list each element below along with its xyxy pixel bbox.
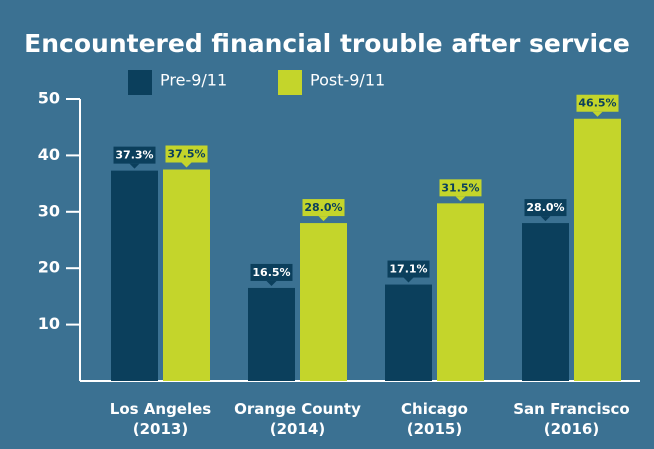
x-tick-label: San Francisco (2016) xyxy=(513,400,629,438)
legend-swatch xyxy=(128,70,152,95)
y-tick-label: 40 xyxy=(38,145,60,164)
x-tick-line: Los Angeles xyxy=(110,400,212,418)
value-label-pointer xyxy=(318,216,329,222)
value-label-pointer xyxy=(266,280,277,286)
value-label-pointer xyxy=(403,277,414,283)
value-label-box xyxy=(524,199,567,217)
value-label-pointer xyxy=(181,162,192,168)
x-tick-label: Los Angeles (2013) xyxy=(110,400,212,438)
bar xyxy=(248,287,295,381)
value-label: 46.5% xyxy=(578,97,616,110)
bar xyxy=(111,170,158,381)
value-label-box xyxy=(113,146,156,164)
x-tick-line: San Francisco xyxy=(513,400,629,418)
legend-label: Post-9/11 xyxy=(310,71,385,90)
y-tick-label: 50 xyxy=(38,89,60,108)
value-label: 28.0% xyxy=(526,201,564,214)
value-label: 31.5% xyxy=(441,181,479,194)
chart-title: Encountered financial trouble after serv… xyxy=(24,29,630,58)
bar xyxy=(300,223,347,381)
x-tick-line: (2015) xyxy=(407,420,462,438)
x-tick-line: Chicago xyxy=(401,400,468,418)
value-label-box xyxy=(165,145,208,163)
legend-swatch xyxy=(278,70,302,95)
value-label-box xyxy=(387,260,430,278)
bar xyxy=(522,223,569,381)
bar xyxy=(385,284,432,381)
x-tick-line: (2016) xyxy=(544,420,599,438)
bar xyxy=(574,118,621,382)
value-label-pointer xyxy=(592,111,603,117)
x-tick-line: Orange County xyxy=(234,400,361,418)
value-label-pointer xyxy=(540,216,551,222)
value-label: 37.3% xyxy=(115,149,153,162)
value-label-box xyxy=(302,199,345,217)
value-label: 37.5% xyxy=(167,148,205,161)
x-tick-line: (2013) xyxy=(133,420,188,438)
bar xyxy=(437,203,484,381)
value-label: 16.5% xyxy=(252,266,290,279)
value-label-box xyxy=(250,263,293,281)
bar xyxy=(163,169,210,381)
value-label: 17.1% xyxy=(389,263,427,276)
value-label-pointer xyxy=(455,196,466,202)
y-tick-label: 10 xyxy=(38,314,60,333)
value-label: 28.0% xyxy=(304,201,342,214)
legend-label: Pre-9/11 xyxy=(160,71,227,90)
y-tick-label: 30 xyxy=(38,201,60,220)
y-tick-label: 20 xyxy=(38,258,60,277)
value-label-box xyxy=(576,94,619,112)
value-label-box xyxy=(439,179,482,197)
x-tick-label: Chicago (2015) xyxy=(401,400,468,438)
x-tick-label: Orange County (2014) xyxy=(234,400,361,438)
x-tick-line: (2014) xyxy=(270,420,325,438)
value-label-pointer xyxy=(129,163,140,169)
